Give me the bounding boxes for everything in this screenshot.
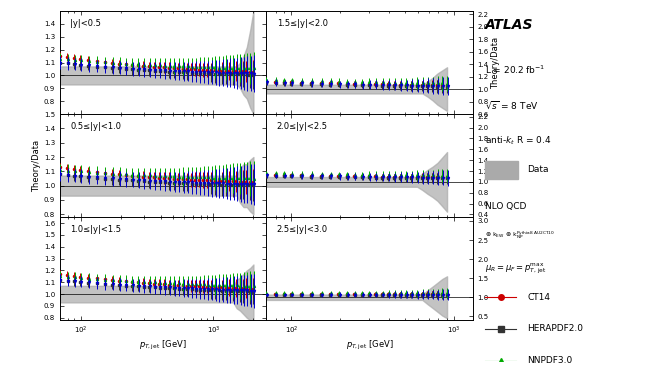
Y-axis label: Theory/Data: Theory/Data — [492, 36, 501, 89]
Text: L = 20.2 fb$^{-1}$: L = 20.2 fb$^{-1}$ — [486, 64, 545, 76]
Text: NNPDF3.0: NNPDF3.0 — [527, 356, 573, 365]
Text: HERAPDF2.0: HERAPDF2.0 — [527, 324, 583, 333]
Bar — [486, 161, 518, 179]
Text: NLO QCD: NLO QCD — [486, 202, 527, 210]
Text: $\sqrt{s}$ = 8 TeV: $\sqrt{s}$ = 8 TeV — [486, 99, 539, 111]
Text: 2.0≤|y|<2.5: 2.0≤|y|<2.5 — [276, 122, 328, 131]
Text: anti-$k_t$ R = 0.4: anti-$k_t$ R = 0.4 — [486, 135, 552, 147]
Text: CT14: CT14 — [527, 293, 551, 301]
Text: $\otimes$ k$_{\rm EW}$ $\otimes$ k$_{\rm NP}^{\rm Pythia8\,AU2CT10}$: $\otimes$ k$_{\rm EW}$ $\otimes$ k$_{\rm… — [486, 230, 555, 241]
Text: 0.5≤|y|<1.0: 0.5≤|y|<1.0 — [70, 122, 121, 131]
Text: |y|<0.5: |y|<0.5 — [70, 19, 101, 28]
Text: Data: Data — [527, 165, 549, 174]
X-axis label: $p_{T,\mathrm{jet}}$ [GeV]: $p_{T,\mathrm{jet}}$ [GeV] — [139, 339, 187, 352]
Text: 2.5≤|y|<3.0: 2.5≤|y|<3.0 — [276, 225, 328, 234]
Text: ATLAS: ATLAS — [486, 18, 534, 32]
Text: $\mu_R = \mu_F = p_{T,\,\rm jet}^{\rm max}$: $\mu_R = \mu_F = p_{T,\,\rm jet}^{\rm ma… — [486, 262, 547, 276]
Y-axis label: Theory/Data: Theory/Data — [32, 139, 41, 192]
Text: 1.0≤|y|<1.5: 1.0≤|y|<1.5 — [70, 225, 121, 234]
X-axis label: $p_{T,\mathrm{jet}}$ [GeV]: $p_{T,\mathrm{jet}}$ [GeV] — [346, 339, 393, 352]
Text: 1.5≤|y|<2.0: 1.5≤|y|<2.0 — [276, 19, 328, 28]
